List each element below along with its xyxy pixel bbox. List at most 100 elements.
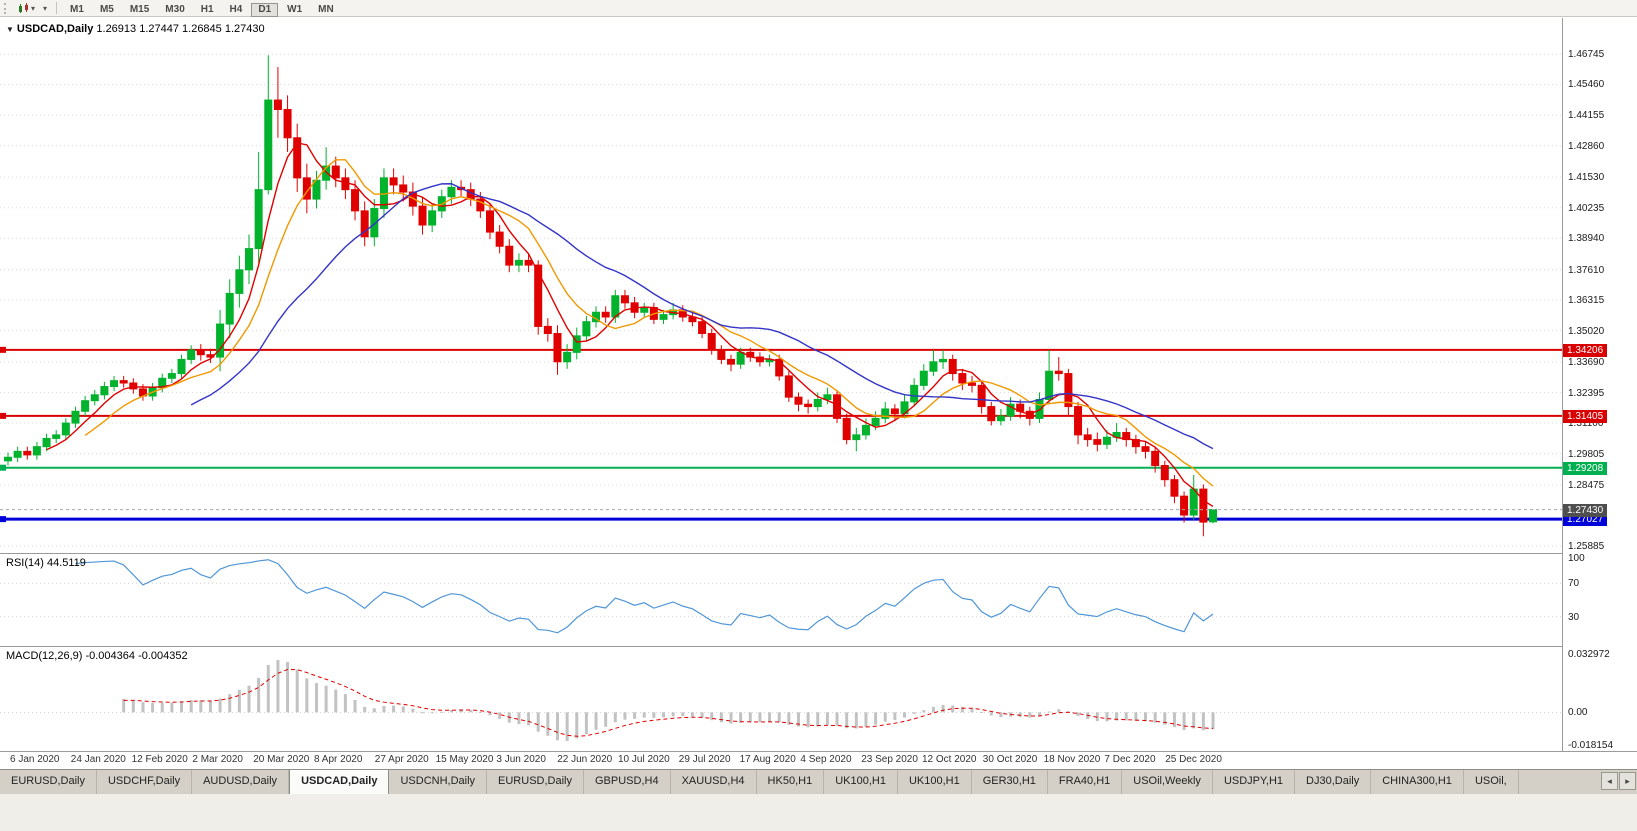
panel-separator[interactable] <box>0 553 1637 554</box>
timeframe-mn-button[interactable]: MN <box>311 3 341 17</box>
timeframe-m30-button[interactable]: M30 <box>158 3 191 17</box>
hline-handle[interactable] <box>0 464 6 471</box>
hline-handle[interactable] <box>0 516 6 523</box>
timeframe-m5-button[interactable]: M5 <box>93 3 121 17</box>
price-axis-tick: 1.28475 <box>1568 479 1605 491</box>
candle-body <box>119 380 128 384</box>
chart-tab-usoil[interactable]: USOil,Weekly <box>1122 770 1213 794</box>
price-level-badge[interactable]: 1.34206 <box>1563 343 1608 357</box>
macd-panel[interactable]: MACD(12,26,9) -0.004364 -0.004352 <box>0 647 1562 751</box>
macd-histogram-bar <box>546 712 550 736</box>
ma-slow-line <box>190 183 1214 450</box>
macd-histogram-bar <box>1095 712 1099 722</box>
macd-histogram-bar <box>845 712 849 729</box>
macd-histogram-bar <box>1201 712 1205 731</box>
price-axis-tick: 1.32395 <box>1568 387 1605 399</box>
chart-title: ▼ USDCAD,Daily 1.26913 1.27447 1.26845 1.… <box>6 23 265 35</box>
hline-handle[interactable] <box>0 412 6 419</box>
candle-body <box>717 349 726 360</box>
chart-tab-usoil[interactable]: USOil, <box>1463 770 1519 794</box>
timeframe-h4-button[interactable]: H4 <box>223 3 250 17</box>
toolbar-grip[interactable] <box>4 2 9 14</box>
candle-body <box>52 434 61 439</box>
macd-histogram-bar <box>739 712 743 723</box>
chart-tab-usdcnh[interactable]: USDCNH,Daily <box>389 770 488 794</box>
candle-body <box>283 108 292 139</box>
chart-tab-usdcad[interactable]: USDCAD,Daily <box>289 770 390 794</box>
chart-tab-eurusd[interactable]: EURUSD,Daily <box>0 770 97 794</box>
timeframe-d1-button[interactable]: D1 <box>251 3 279 17</box>
candle-body <box>611 295 620 318</box>
macd-histogram-bar <box>662 712 666 718</box>
chart-tab-ger30[interactable]: GER30,H1 <box>971 770 1048 794</box>
macd-histogram-bar <box>237 689 241 713</box>
candle-body <box>447 186 456 198</box>
timeframe-w1-button[interactable]: W1 <box>280 3 309 17</box>
macd-histogram-bar <box>594 712 598 730</box>
chart-collapse-icon[interactable]: ▼ <box>6 25 14 34</box>
macd-indicator-chart[interactable] <box>0 647 1562 751</box>
macd-histogram-bar <box>941 704 945 713</box>
price-level-badge[interactable]: 1.31405 <box>1563 409 1608 423</box>
candle-body <box>1064 373 1073 408</box>
chart-tab-xauusd[interactable]: XAUUSD,H4 <box>670 770 757 794</box>
chart-tab-audusd[interactable]: AUDUSD,Daily <box>192 770 290 794</box>
chart-type-button[interactable]: ▾ <box>13 1 39 15</box>
candle-body <box>196 349 205 356</box>
macd-histogram-bar <box>768 712 772 722</box>
macd-histogram-bar <box>787 712 791 725</box>
price-axis-tick: 1.45460 <box>1568 79 1605 91</box>
rsi-indicator-chart[interactable] <box>0 554 1562 646</box>
timeframe-m1-button[interactable]: M1 <box>63 3 91 17</box>
chart-tab-usdjpy[interactable]: USDJPY,H1 <box>1212 770 1296 794</box>
candle-body <box>23 450 32 456</box>
chart-tab-uk100[interactable]: UK100,H1 <box>897 770 972 794</box>
panel-separator[interactable] <box>0 646 1637 647</box>
price-axis-tick: 1.46745 <box>1568 49 1605 61</box>
rsi-panel[interactable]: RSI(14) 44.5119 <box>0 554 1562 646</box>
chart-options-dropdown[interactable]: ▾ <box>39 1 51 15</box>
macd-histogram-bar <box>199 700 203 713</box>
macd-histogram-bar <box>372 708 376 713</box>
candle-body <box>187 349 196 360</box>
chart-tab-usdchf[interactable]: USDCHF,Daily <box>96 770 193 794</box>
candlestick-chart[interactable] <box>0 18 1562 553</box>
chart-tab-fra40[interactable]: FRA40,H1 <box>1047 770 1123 794</box>
macd-histogram-bar <box>642 712 646 718</box>
timeframe-h1-button[interactable]: H1 <box>194 3 221 17</box>
chart-tab-uk100[interactable]: UK100,H1 <box>824 770 898 794</box>
current-price-badge: 1.27430 <box>1563 503 1608 517</box>
candle-body <box>881 408 890 419</box>
macd-histogram-bar <box>1172 712 1176 728</box>
chart-tab-eurusd[interactable]: EURUSD,Daily <box>487 770 584 794</box>
hline-handle[interactable] <box>0 346 6 353</box>
macd-axis-label: 0.00 <box>1568 707 1588 719</box>
price-chart-panel[interactable]: ▼ USDCAD,Daily 1.26913 1.27447 1.26845 1.… <box>0 18 1562 553</box>
rsi-axis-label: 30 <box>1568 611 1580 623</box>
chart-tab-gbpusd[interactable]: GBPUSD,H4 <box>584 770 671 794</box>
price-level-badge[interactable]: 1.29208 <box>1563 461 1608 475</box>
chart-tab-dj30[interactable]: DJ30,Daily <box>1295 770 1372 794</box>
chart-tab-hk50[interactable]: HK50,H1 <box>756 770 825 794</box>
timeframe-m15-button[interactable]: M15 <box>123 3 156 17</box>
macd-histogram-bar <box>864 712 868 727</box>
macd-histogram-bar <box>314 683 318 713</box>
chart-tab-china300[interactable]: CHINA300,H1 <box>1371 770 1464 794</box>
tab-scroll-right-icon[interactable]: ▸ <box>1619 772 1636 790</box>
macd-histogram-bar <box>874 712 878 725</box>
macd-histogram-bar <box>777 712 781 723</box>
candle-body <box>505 245 514 266</box>
candle-body <box>71 410 80 424</box>
time-axis[interactable]: 6 Jan 2020 24 Jan 2020 12 Feb 2020 2 Mar 20… <box>0 752 1562 769</box>
macd-histogram-bar <box>208 701 212 713</box>
candle-body <box>293 137 302 179</box>
rsi-label: RSI(14) 44.5119 <box>6 557 86 569</box>
macd-histogram-bar <box>816 712 820 727</box>
tab-scroll-left-icon[interactable]: ◂ <box>1601 772 1618 790</box>
price-axis[interactable]: 1.46745 1.45460 1.44155 1.42860 1.41530 1.402… <box>1562 18 1637 751</box>
macd-histogram-bar <box>411 708 415 713</box>
macd-histogram-bar <box>623 712 627 720</box>
candle-body <box>775 358 784 377</box>
candle-body <box>919 370 928 386</box>
macd-histogram-bar <box>1018 712 1022 717</box>
